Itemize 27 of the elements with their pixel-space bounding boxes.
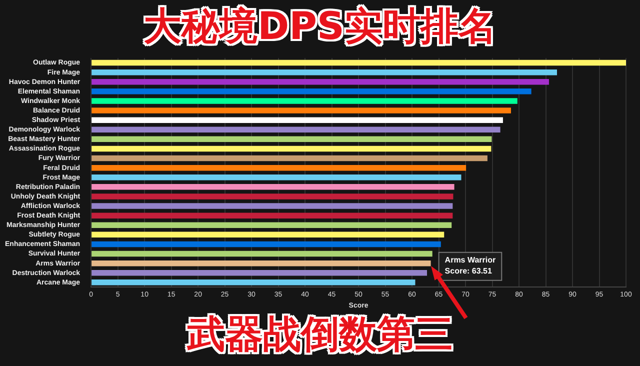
bar: [92, 194, 454, 200]
bar: [92, 164, 466, 171]
bar: [92, 260, 431, 266]
chart-title: 大秘境DPS实时排名: [142, 4, 498, 48]
bar: [92, 146, 492, 152]
bar: [92, 174, 462, 180]
bar: [92, 79, 549, 85]
bar: [92, 212, 453, 218]
bar: [92, 222, 452, 228]
bar: [92, 155, 488, 162]
annotation: Arms Warrior Score: 63.51: [444, 256, 496, 276]
bar: [92, 280, 416, 286]
text: 武器战倒数第三: [186, 312, 454, 356]
bar: [92, 250, 432, 257]
bar: [92, 117, 503, 123]
bar: [92, 232, 444, 238]
bar: [92, 126, 500, 132]
bar: [92, 98, 518, 104]
bar: [92, 136, 492, 142]
bar: [92, 60, 626, 66]
bar: [92, 184, 454, 190]
bar: [92, 108, 511, 114]
bar: [92, 241, 441, 248]
bar: [92, 69, 557, 76]
bar: [92, 203, 453, 209]
bar: [92, 88, 532, 94]
bar: [92, 270, 428, 276]
